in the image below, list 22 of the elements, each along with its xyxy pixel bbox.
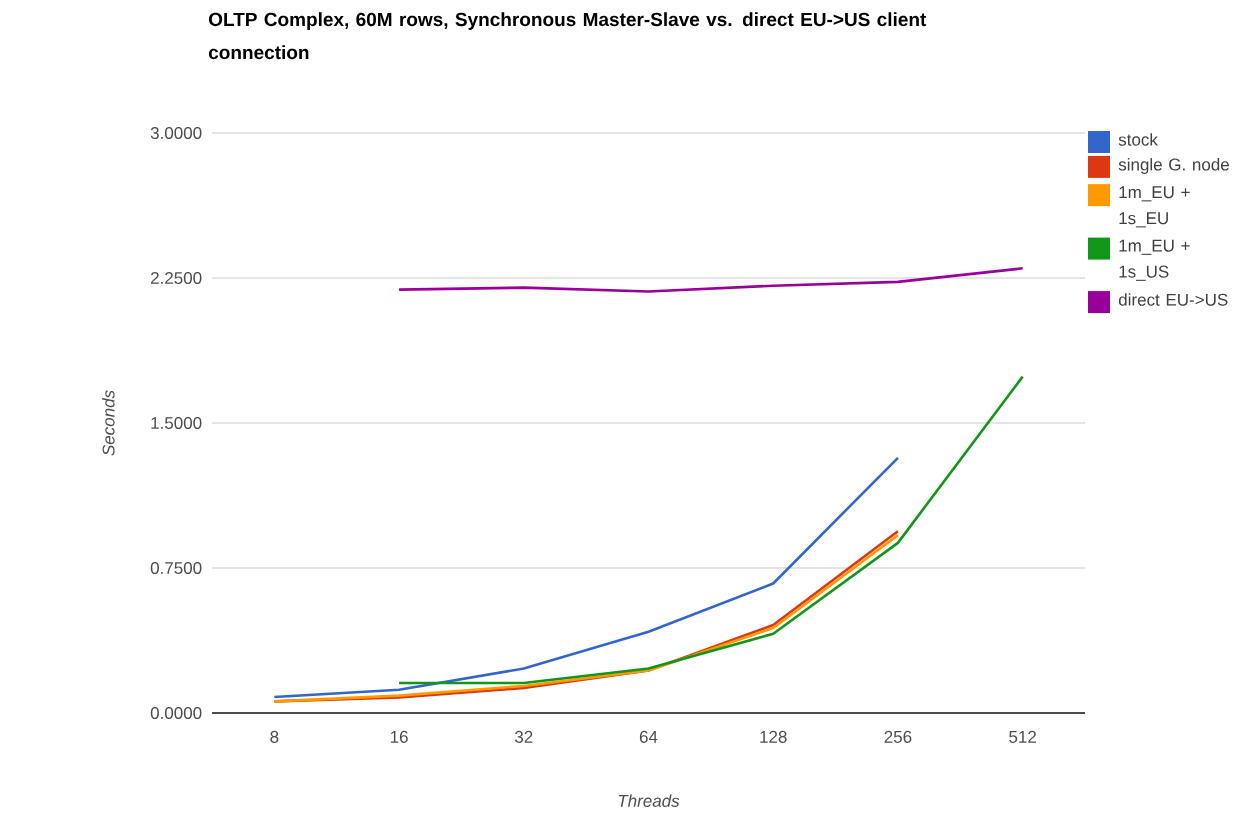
- x-tick-label: 64: [639, 730, 658, 743]
- y-tick-label: 0.0000: [150, 706, 202, 720]
- chart-title: OLTP Complex, 60M rows, Synchronous Master-Slave vs. direct EU->US client connection: [208, 12, 927, 60]
- y-tick-label: 3.0000: [150, 126, 202, 140]
- y-tick-label: 0.7500: [150, 561, 202, 575]
- legend-label: 1m_EU + 1s_EU: [1119, 186, 1190, 228]
- y-axis-title: Seconds: [102, 390, 115, 456]
- x-tick-label: 256: [884, 730, 912, 743]
- legend-label: single G. node: [1118, 158, 1229, 174]
- x-axis-title: Threads: [618, 794, 680, 807]
- y-tick-label: 1.5000: [151, 416, 202, 430]
- x-tick-label: 128: [760, 730, 787, 743]
- legend-label: stock: [1118, 133, 1158, 146]
- line-series: [273, 456, 900, 699]
- x-tick-label: 32: [514, 730, 533, 743]
- y-tick-label: 2.2500: [151, 271, 202, 285]
- x-tick-label: 16: [390, 730, 408, 743]
- line-series: [397, 267, 1024, 293]
- line-series: [397, 375, 1024, 685]
- legend-label: direct EU->US: [1118, 293, 1228, 306]
- x-tick-label: 8: [270, 730, 279, 743]
- x-tick-label: 512: [1009, 730, 1036, 743]
